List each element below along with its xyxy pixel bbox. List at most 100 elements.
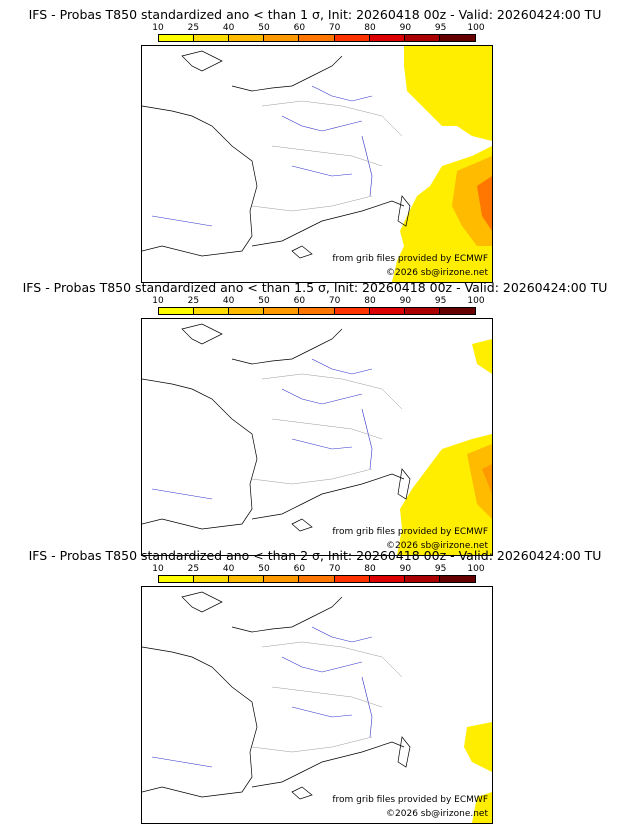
borders — [251, 100, 403, 212]
panel-title: IFS - Probas T850 standardized ano < tha… — [22, 280, 608, 295]
map-frame: from grib files provided by ECMWF ©2026 … — [141, 318, 493, 556]
scale-labels: 10 25 40 50 60 70 80 90 95 100 — [152, 564, 484, 574]
scale-swatch — [334, 576, 370, 582]
color-scale: 10 25 40 50 60 70 80 90 95 100 — [152, 296, 485, 316]
coast-england — [181, 591, 223, 613]
river-garonne — [291, 165, 353, 177]
credit-copyright: ©2026 sb@irizone.net — [386, 541, 488, 551]
coast-atlantic — [142, 378, 258, 530]
scale-swatch — [439, 576, 475, 582]
shade-zone-se — [464, 722, 492, 772]
color-scale: 10 25 40 50 60 70 80 90 95 100 — [152, 23, 485, 43]
scale-labels: 10 25 40 50 60 70 80 90 95 100 — [152, 23, 484, 33]
coast-atlantic — [142, 105, 258, 257]
scale-tick-label: 80 — [364, 23, 376, 33]
scale-swatch — [264, 576, 300, 582]
scale-swatch — [439, 308, 475, 314]
scale-tick-label: 40 — [222, 23, 235, 33]
scale-swatch — [369, 35, 405, 41]
scale-tick-label: 25 — [187, 296, 200, 306]
scale-swatch — [299, 35, 335, 41]
scale-swatch — [159, 35, 195, 41]
scale-tick-label: 80 — [364, 296, 376, 306]
map-svg — [142, 46, 492, 282]
rivers — [151, 626, 373, 768]
scale-swatch — [159, 308, 195, 314]
scale-swatch — [369, 308, 405, 314]
scale-bar — [158, 575, 476, 583]
river-spain — [151, 488, 213, 500]
scale-tick-label: 10 — [152, 23, 164, 33]
credit-source: from grib files provided by ECMWF — [332, 795, 488, 805]
scale-swatch — [404, 35, 440, 41]
map-frame: from grib files provided by ECMWF ©2026 … — [141, 45, 493, 283]
scale-tick-label: 70 — [328, 23, 341, 33]
credit-copyright: ©2026 sb@irizone.net — [386, 809, 488, 819]
coast-channel — [231, 596, 343, 633]
river-garonne — [291, 438, 353, 450]
probability-shading — [464, 722, 492, 823]
coast-corsica — [397, 736, 411, 768]
coast-mediterranean — [251, 741, 405, 788]
scale-swatch — [159, 576, 195, 582]
scale-swatch — [229, 576, 265, 582]
scale-swatch — [229, 308, 265, 314]
scale-tick-label: 25 — [187, 564, 200, 574]
map-svg — [142, 591, 492, 823]
scale-tick-label: 90 — [399, 23, 412, 33]
panel-title: IFS - Probas T850 standardized ano < tha… — [28, 7, 602, 22]
map-panel-1: IFS - Probas T850 standardized ano < tha… — [0, 7, 630, 283]
river-rhone — [361, 135, 373, 197]
scale-swatch — [194, 576, 230, 582]
border-line — [271, 686, 383, 708]
color-scale: 10 25 40 50 60 70 80 90 95 100 — [152, 564, 485, 584]
map-panel-3: IFS - Probas T850 standardized ano < tha… — [0, 548, 630, 824]
scale-tick-label: 80 — [364, 564, 376, 574]
scale-bar — [158, 34, 476, 42]
scale-tick-label: 25 — [187, 23, 200, 33]
scale-tick-label: 60 — [293, 296, 306, 306]
border-line — [251, 468, 373, 485]
scale-tick-label: 50 — [258, 23, 270, 33]
shade-zone-se-core — [482, 464, 492, 494]
river-loire — [281, 388, 363, 405]
credit-source: from grib files provided by ECMWF — [332, 527, 488, 537]
scale-swatch — [229, 35, 265, 41]
coast-england — [181, 50, 223, 72]
rivers — [151, 85, 373, 227]
coast-island — [291, 518, 313, 532]
coast-mediterranean — [251, 200, 405, 247]
border-line — [261, 641, 403, 678]
scale-tick-label: 60 — [293, 23, 306, 33]
scale-tick-label: 40 — [222, 296, 235, 306]
border-line — [261, 100, 403, 137]
scale-swatch — [334, 308, 370, 314]
border-line — [251, 195, 373, 212]
scale-tick-label: 100 — [467, 23, 485, 33]
coast-mediterranean — [251, 473, 405, 520]
shade-zone-se-core — [477, 176, 492, 231]
scale-swatch — [194, 308, 230, 314]
map-frame: from grib files provided by ECMWF ©2026 … — [141, 586, 493, 824]
scale-swatch — [404, 576, 440, 582]
panel-title: IFS - Probas T850 standardized ano < tha… — [28, 548, 602, 563]
coast-england — [181, 323, 223, 345]
map-panel-2: IFS - Probas T850 standardized ano < tha… — [0, 280, 630, 556]
river-loire — [281, 656, 363, 673]
scale-tick-label: 90 — [399, 296, 412, 306]
borders — [251, 373, 403, 485]
scale-tick-label: 50 — [258, 296, 270, 306]
map-svg — [142, 323, 492, 555]
river-rhone — [361, 408, 373, 470]
coast-atlantic — [142, 646, 258, 798]
rivers — [151, 358, 373, 500]
scale-swatch — [369, 576, 405, 582]
borders — [251, 641, 403, 753]
coast-channel — [231, 328, 343, 365]
coast-corsica — [397, 468, 411, 500]
border-line — [271, 418, 383, 440]
coast-channel — [231, 55, 343, 92]
scale-tick-label: 70 — [328, 296, 341, 306]
scale-tick-label: 100 — [467, 296, 485, 306]
scale-tick-label: 40 — [222, 564, 235, 574]
